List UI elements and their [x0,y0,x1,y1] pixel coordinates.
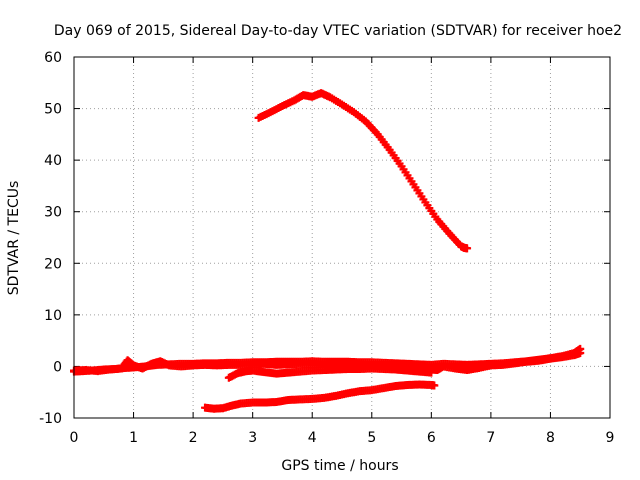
y-tick-label: 60 [44,50,62,66]
x-axis-label: GPS time / hours [281,458,398,474]
y-tick-label: 50 [44,102,62,118]
axis-ticks: 0 1 2 3 4 5 6 7 8 9 -10 0 10 20 30 40 50 60 [39,50,614,446]
y-tick-label: 40 [44,153,62,169]
x-tick-label: 0 [70,430,79,446]
x-tick-label: 5 [367,430,376,446]
y-tick-label: 20 [44,256,62,272]
y-tick-label: 10 [44,308,62,324]
x-tick-label: 6 [427,430,436,446]
x-tick-label: 4 [308,430,317,446]
y-tick-label: -10 [39,411,62,427]
x-tick-label: 8 [546,430,555,446]
data-point [427,368,436,377]
data-points [70,89,585,413]
data-point [576,349,585,358]
y-tick-label: 0 [53,359,62,375]
x-tick-label: 3 [248,430,257,446]
plot-frame [73,56,611,419]
x-tick-label: 1 [129,430,138,446]
x-tick-label: 7 [486,430,495,446]
y-axis-label: SDTVAR / TECUs [6,181,22,296]
data-point [430,381,439,390]
x-tick-label: 2 [189,430,198,446]
y-tick-label: 30 [44,205,62,221]
grid [74,57,610,418]
x-tick-label: 9 [606,430,615,446]
data-point [463,244,472,253]
chart-title: Day 069 of 2015, Sidereal Day-to-day VTE… [54,23,622,39]
